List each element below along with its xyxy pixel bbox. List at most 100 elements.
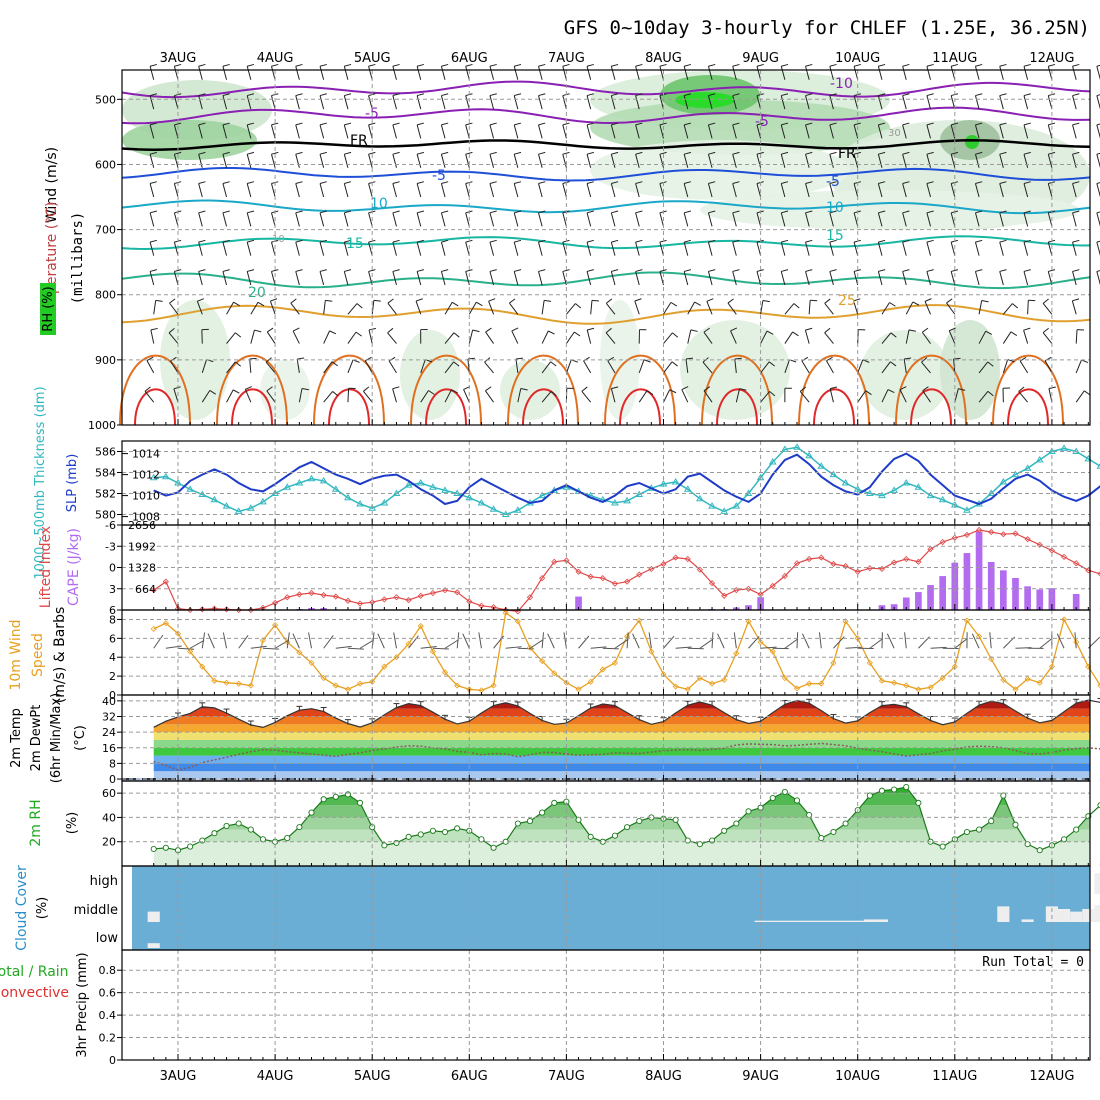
thickness-point [295, 479, 304, 486]
wind-barb [319, 95, 325, 110]
temp-color-band [153, 724, 1090, 733]
wind-barb-flag [1019, 356, 1027, 362]
wind-barb [1047, 154, 1053, 168]
wind-barb-flag [465, 122, 473, 126]
wind-barb [808, 300, 811, 315]
wind10-barb [760, 646, 777, 649]
wind-barb-flag [887, 389, 895, 393]
wind-barb-flag [416, 269, 425, 272]
wind-barb [1023, 183, 1029, 198]
wind-barb-flag [659, 151, 667, 155]
ylabel-rh2m-2: (%) [65, 812, 80, 835]
wind-barb [392, 154, 397, 168]
wind-barb [513, 241, 519, 256]
wind10-barb [802, 633, 810, 649]
low-level-temp-contour [798, 354, 870, 426]
rh2m-point [709, 837, 716, 844]
wind-barb [924, 301, 931, 315]
top-date-label: 10AUG [835, 51, 880, 66]
wind-barb [784, 303, 795, 315]
wind-barb-flag [981, 300, 989, 303]
wind10-barb [602, 647, 619, 650]
rh2m-point [963, 828, 970, 836]
wind-barb [343, 183, 349, 198]
wind-barb [756, 95, 762, 110]
wind-barb-flag [926, 151, 934, 155]
thickness-series-line [153, 446, 1100, 516]
wind-barb-flag [392, 122, 400, 126]
wind-tick-label: 4 [109, 651, 116, 664]
wind-barb [465, 183, 470, 198]
wind-barb-flag [766, 330, 774, 335]
wind-barb-flag [392, 63, 400, 67]
wind-barb-flag [611, 181, 619, 184]
wind-barb-flag [441, 269, 449, 272]
wind-barb-flag [265, 357, 272, 363]
pressure-tick-label: 900 [95, 354, 116, 367]
wind-barb-flag [222, 239, 230, 243]
wind-barb [877, 95, 883, 110]
wind-barb-flag [1072, 239, 1080, 243]
wind10-point [332, 682, 339, 689]
wind-barb-flag [926, 93, 934, 97]
lifted-index-point [684, 555, 691, 563]
lifted-index-point [344, 597, 351, 604]
wind-barb-flag [756, 269, 764, 272]
wind-barb-flag [247, 151, 255, 155]
wind-barb-flag [344, 181, 352, 184]
wind-barb [635, 212, 640, 227]
wind-barb [368, 329, 373, 344]
wind-barb [1047, 271, 1053, 286]
low-level-temp-contour-hot [425, 388, 467, 426]
wind-barb [508, 302, 519, 315]
wind-barb-flag [538, 151, 546, 155]
wind-barb [1023, 241, 1029, 256]
li-tick-label: -6 [105, 519, 116, 532]
contour-label: 10 [370, 196, 388, 212]
wind-barb-flag [781, 122, 789, 126]
wind-barb [829, 183, 834, 198]
wind-barb [921, 361, 931, 374]
thickness-point [841, 479, 850, 486]
wind-barb [513, 66, 519, 80]
wind-barb-flag [706, 298, 714, 302]
wind-barb [319, 271, 325, 286]
wind-barb [635, 154, 640, 168]
wind10-point [417, 622, 424, 630]
temp-color-band [153, 747, 1090, 756]
thickness-point [829, 470, 838, 478]
wind-barb-flag [853, 122, 861, 126]
rh-shading [590, 100, 890, 155]
wind-barb-flag [708, 151, 716, 155]
cloud-fraction-bar [147, 943, 160, 948]
wind-barb-flag [684, 239, 692, 243]
rh-shading [680, 320, 790, 420]
wind10-point [211, 677, 218, 684]
wind-barb [1072, 66, 1077, 80]
wind-barb-flag [295, 269, 303, 272]
ylabel-rh2m-1: 2m RH [28, 799, 44, 846]
thickness-point [720, 507, 729, 514]
lifted-index-point [781, 572, 788, 580]
wind-barb-flag [899, 386, 907, 391]
wind10-point [624, 633, 631, 640]
wind-barb-flag [387, 298, 394, 304]
wind-barb [638, 359, 645, 374]
wind-barb [295, 66, 300, 80]
lifted-index-point [211, 605, 218, 612]
wind-barb-flag [781, 269, 789, 272]
wind10-barb [262, 647, 279, 650]
wind-barb-flag [926, 63, 934, 67]
wind-barb [659, 183, 664, 198]
wind10-barb [274, 639, 290, 649]
wind-barb [416, 212, 422, 227]
cloud-fraction-bar [1082, 909, 1095, 922]
wind-barb [562, 124, 567, 139]
lifted-index-point [539, 575, 546, 582]
wind-barb [222, 241, 228, 256]
wind-barb-flag [329, 330, 337, 335]
wind-barb [974, 95, 980, 110]
wind-barb [999, 95, 1004, 110]
wind-barb-flag [548, 330, 555, 335]
wind-barb [805, 154, 810, 168]
